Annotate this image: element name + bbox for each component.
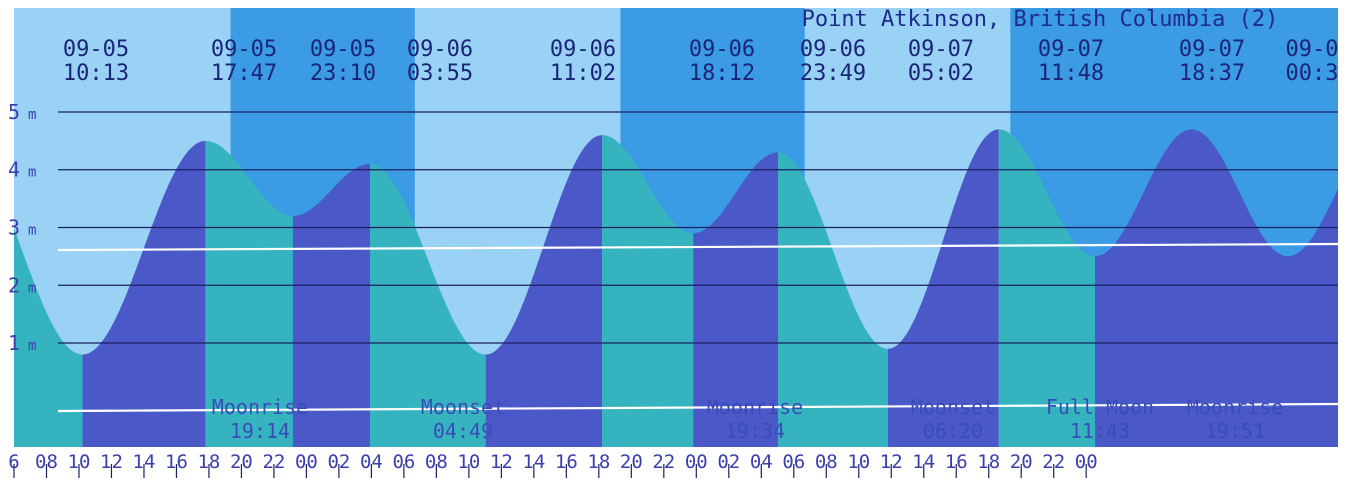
x-tick-label: 16 — [165, 451, 188, 473]
tide-event-date: 09-07 — [1038, 37, 1104, 62]
reference-lines — [57, 242, 1339, 413]
chart-title: Point Atkinson, British Columbia (2) — [802, 7, 1279, 32]
rising-tide-segment — [292, 164, 371, 447]
astro-event-time: 19:34 — [725, 419, 785, 443]
x-tick-label: 10 — [68, 451, 91, 473]
tide-event-time: 00:3 — [1286, 61, 1339, 86]
x-tick-label: 10 — [847, 451, 870, 473]
tide-event-date: 09-06 — [689, 37, 755, 62]
astro-event-label: Moonset — [421, 395, 505, 419]
x-tick-label: 02 — [327, 451, 350, 473]
x-tick-label: 06 — [392, 451, 415, 473]
tide-event-time: 17:47 — [211, 61, 277, 86]
tide-event-date: 09-05 — [211, 37, 277, 62]
x-tick-label: 20 — [1010, 451, 1033, 473]
x-tick-label: 06 — [782, 451, 805, 473]
falling-tide-segment — [370, 164, 486, 447]
x-tick-label: 20 — [620, 451, 643, 473]
astro-event-time: 19:51 — [1205, 419, 1265, 443]
y-axis-labels: 1 m 2 m 3 m 4 m 5 m — [8, 100, 36, 355]
tide-event-date: 09-05 — [310, 37, 376, 62]
astro-event-label: Moonrise — [707, 395, 803, 419]
x-tick-label: 00 — [295, 451, 318, 473]
tide-event-labels: 09-0510:1309-0517:4709-0523:1009-0603:55… — [63, 37, 1339, 86]
falling-tide-segment — [14, 228, 83, 447]
x-tick-label: 6 — [8, 451, 19, 473]
rising-tide-segment — [693, 152, 779, 447]
x-tick-label: 22 — [262, 451, 285, 473]
upper-reference-line — [57, 242, 1339, 252]
height-grid — [58, 111, 1338, 344]
x-tick-label: 16 — [555, 451, 578, 473]
astro-event-labels: Moonrise19:14Moonset04:49Moonrise19:34Mo… — [212, 395, 1283, 443]
tide-event-time: 05:02 — [908, 61, 974, 86]
x-tick-label: 12 — [490, 451, 513, 473]
x-tick-label: 00 — [1075, 451, 1098, 473]
tide-event-time: 03:55 — [407, 61, 473, 86]
tide-event-time: 18:37 — [1179, 61, 1245, 86]
astro-event-time: 19:14 — [230, 419, 290, 443]
tide-event-date: 09-06 — [550, 37, 616, 62]
tide-event-date: 09-07 — [1179, 37, 1245, 62]
x-tick-label: 16 — [945, 451, 968, 473]
tide-event-time: 23:49 — [800, 61, 866, 86]
x-tick-label: 18 — [977, 451, 1000, 473]
tide-event-date: 09-05 — [63, 37, 129, 62]
x-tick-label: 14 — [912, 451, 935, 473]
x-tick-label: 22 — [1042, 451, 1065, 473]
rising-tide-segment — [888, 129, 999, 448]
falling-tide-segment — [602, 135, 694, 447]
tide-event-time: 11:48 — [1038, 61, 1104, 86]
rising-tide-segment — [82, 140, 206, 447]
x-tick-label: 08 — [425, 451, 448, 473]
astro-event-time: 04:49 — [433, 419, 493, 443]
falling-tide-segment — [778, 152, 888, 447]
rising-tide-segment — [485, 135, 603, 447]
tide-event-time: 10:13 — [63, 61, 129, 86]
x-tick-label: 08 — [815, 451, 838, 473]
x-tick-label: 18 — [587, 451, 610, 473]
x-tick-label: 18 — [197, 451, 220, 473]
x-tick-label: 12 — [100, 451, 123, 473]
tide-event-date: 09-06 — [407, 37, 473, 62]
falling-tide-segment — [998, 129, 1096, 448]
x-tick-label: 14 — [522, 451, 545, 473]
x-tick-label: 12 — [880, 451, 903, 473]
astro-event-time: 06:20 — [923, 419, 983, 443]
tide-event-date: 09-0 — [1286, 37, 1339, 62]
x-axis: 6 08 10 12 14 16 18 20 22 00 02 04 06 08 10 12 14 16 18 20 2… — [0, 447, 1351, 481]
astro-event-time: 11:43 — [1070, 419, 1130, 443]
x-tick-label: 02 — [717, 451, 740, 473]
astro-event-label: Moonset — [911, 395, 995, 419]
x-tick-label: 14 — [133, 451, 156, 473]
tide-event-time: 18:12 — [689, 61, 755, 86]
x-tick-label: 00 — [685, 451, 708, 473]
astro-event-label: Moonrise — [212, 395, 308, 419]
tide-event-date: 09-06 — [800, 37, 866, 62]
astro-event-label: Full Moon — [1046, 395, 1154, 419]
x-tick-label: 22 — [652, 451, 675, 473]
tide-water-area — [14, 129, 1338, 448]
lower-reference-line — [57, 402, 1339, 413]
tide-event-time: 23:10 — [310, 61, 376, 86]
tide-event-date: 09-07 — [908, 37, 974, 62]
x-tick-label: 04 — [360, 451, 383, 473]
x-tick-label: 10 — [457, 451, 480, 473]
x-tick-label: 08 — [35, 451, 58, 473]
x-tick-label: 04 — [750, 451, 773, 473]
x-tick-label: 20 — [230, 451, 253, 473]
x-axis-band — [0, 447, 1351, 481]
falling-tide-segment — [205, 140, 293, 447]
astro-event-label: Moonrise — [1187, 395, 1283, 419]
tide-event-time: 11:02 — [550, 61, 616, 86]
rising-tide-segment — [1095, 129, 1338, 448]
